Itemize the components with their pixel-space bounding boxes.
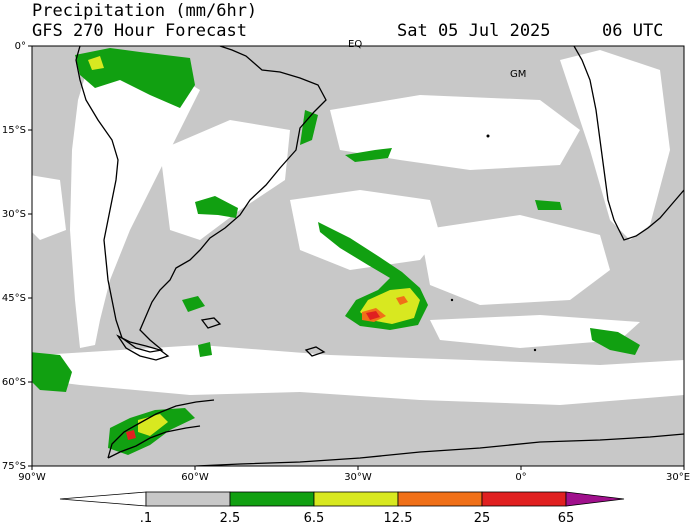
colorbar-tick-5: 65 [558, 511, 575, 525]
lon-label-0: 0° [515, 472, 526, 483]
lat-label-30s: 30°S [2, 209, 26, 220]
colorbar-segment-6 [565, 491, 625, 507]
precip-cell-southern-ocean-east [590, 328, 640, 355]
precip-cell-west-scotia [198, 342, 212, 357]
forecast-model: GFS 270 Hour Forecast [32, 21, 247, 41]
lat-label-75s: 75°S [2, 461, 26, 472]
clear-area-south-atlantic-east [420, 215, 610, 305]
precip-cell-peninsula-red [126, 430, 136, 440]
colorbar-tick-0: .1 [140, 511, 152, 525]
label-greenwich-meridian: GM [510, 69, 526, 80]
lat-label-15s: 15°S [2, 125, 26, 136]
lat-label-60s: 60°S [2, 377, 26, 388]
precip-cell-amazon-coast [300, 110, 318, 145]
precip-heavy-cells [126, 296, 408, 440]
clear-area-atlantic-center [290, 190, 440, 270]
point-markers [450, 134, 537, 352]
coast-africa [573, 46, 684, 241]
no-precip-areas [32, 50, 684, 405]
lat-label-45s: 45°S [2, 293, 26, 304]
colorbar-segment-1 [145, 491, 231, 507]
lon-label-30e: 30°E [666, 472, 690, 483]
lat-label-0: 0° [15, 41, 26, 52]
precip-cell-mid-atlantic [345, 148, 392, 162]
colorbar-segment-2 [229, 491, 315, 507]
lat-ticks [28, 45, 32, 467]
colorbar-segment-0 [59, 491, 147, 507]
colorbar-tick-3: 12.5 [384, 511, 413, 525]
coast-antarctic-peninsula [107, 399, 215, 459]
marker-st-helena [486, 134, 490, 138]
clear-area-west-atlantic [32, 175, 66, 240]
lon-label-60w: 60°W [181, 472, 209, 483]
chart-title: Precipitation (mm/6hr) [32, 1, 258, 21]
precip-cell-cyclone-orange-north [396, 296, 408, 305]
colorbar-segment-5 [481, 491, 567, 507]
colorbar-segment-3 [313, 491, 399, 507]
precip-cell-east-atlantic [535, 200, 562, 210]
colorbar-tick-2: 6.5 [304, 511, 325, 525]
label-equator: EQ [348, 39, 362, 50]
clear-area-brazil [160, 120, 290, 240]
marker-bouvet [450, 298, 454, 302]
forecast-time: 06 UTC [602, 21, 664, 41]
lon-label-30w: 30°W [344, 472, 372, 483]
precip-cell-cyclone-red [366, 311, 380, 320]
colorbar-tick-4: 25 [474, 511, 491, 525]
clear-area-southern-africa [560, 50, 670, 240]
lon-ticks [31, 466, 685, 470]
colorbar [59, 491, 625, 507]
coast-south-georgia [304, 346, 326, 357]
precip-cell-south-brazil [195, 196, 238, 218]
clear-area-andes [70, 60, 200, 348]
clear-area-atlantic-north [330, 95, 580, 170]
precip-cell-drake-passage [182, 296, 205, 312]
coastlines [75, 46, 684, 466]
coast-south-america [75, 46, 327, 353]
clear-area-southern-ocean [40, 345, 684, 405]
colorbar-tick-1: 2.5 [220, 511, 241, 525]
marker-gough-island [533, 348, 537, 352]
precip-green-cells [32, 48, 640, 455]
lon-label-90w: 90°W [18, 472, 46, 483]
coast-tierra-del-fuego [116, 334, 170, 361]
colorbar-segment-4 [397, 491, 483, 507]
precip-cell-amazon-north [75, 48, 195, 108]
precip-cell-amazon-yellow [88, 56, 104, 70]
precip-cell-peninsula-west [32, 352, 72, 392]
coast-antarctica [195, 433, 684, 466]
coast-falklands [200, 317, 222, 329]
clear-area-cyclone-wake [430, 315, 640, 348]
forecast-date: Sat 05 Jul 2025 [397, 21, 551, 41]
